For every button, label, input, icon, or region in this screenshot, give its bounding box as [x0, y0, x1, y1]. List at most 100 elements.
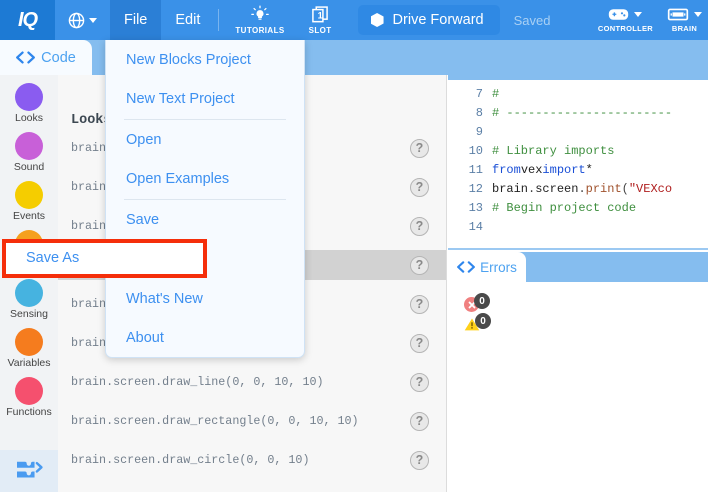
- line-number: 13: [468, 200, 483, 215]
- command-row[interactable]: brain.screen.draw_line(0, 0, 10, 10)?: [58, 367, 447, 397]
- code-line: 8 # -----------------------: [448, 103, 708, 122]
- line-number: 14: [468, 219, 483, 234]
- file-menu-item[interactable]: Open: [106, 120, 304, 160]
- command-text: brain.screen.draw_rectangle(0, 0, 10, 10…: [71, 414, 359, 428]
- sidebar-item-events[interactable]: Events: [0, 181, 58, 222]
- language-selector[interactable]: [55, 0, 110, 40]
- code-token: *: [585, 162, 593, 177]
- file-menu-item[interactable]: Save: [106, 200, 304, 240]
- code-line: 9: [448, 122, 708, 141]
- toolbar-divider-1: [218, 9, 220, 31]
- sidebar-item-functions[interactable]: Functions: [0, 377, 58, 418]
- file-menu-item-label: Save: [126, 211, 160, 228]
- save-as-highlight-box: Save As: [2, 238, 207, 278]
- file-menu-separator: [124, 119, 286, 120]
- hexagon-icon: [370, 13, 384, 27]
- sidebar-item-variables[interactable]: Variables: [0, 328, 58, 369]
- help-icon[interactable]: ?: [410, 255, 429, 275]
- warning-count-text: 0: [475, 313, 491, 329]
- code-token: # Begin project code: [492, 200, 637, 215]
- toolbar-right-group: CONTROLLER BRAIN: [590, 0, 708, 40]
- error-count-badge[interactable]: 0: [464, 293, 490, 312]
- category-dot: [15, 328, 43, 356]
- controller-label: CONTROLLER: [597, 24, 653, 33]
- editor-bottom-divider: [448, 248, 708, 250]
- controller-row: [608, 7, 643, 22]
- brain-button[interactable]: BRAIN: [659, 0, 708, 40]
- sidebar-item-sensing[interactable]: Sensing: [0, 279, 58, 320]
- help-icon[interactable]: ?: [410, 411, 429, 431]
- help-icon[interactable]: ?: [410, 372, 429, 392]
- errors-body: 0 0: [448, 282, 708, 492]
- extensions-button[interactable]: [0, 450, 58, 492]
- file-menu-item-label: New Text Project: [126, 91, 235, 108]
- brain-device-icon: [667, 8, 689, 21]
- code-token: # -----------------------: [492, 105, 673, 120]
- line-number: 12: [468, 181, 483, 196]
- tab-errors[interactable]: Errors: [448, 252, 526, 282]
- tab-errors-label: Errors: [480, 259, 517, 275]
- save-status-text: Saved: [513, 12, 551, 28]
- project-name-text: Drive Forward: [392, 12, 484, 28]
- sidebar-item-label: Variables: [7, 357, 51, 369]
- errors-panel: Errors 0 0: [448, 252, 708, 492]
- controller-button[interactable]: CONTROLLER: [590, 0, 659, 40]
- help-icon[interactable]: ?: [410, 216, 429, 236]
- code-line: 7 #: [448, 84, 708, 103]
- chevron-down-icon: [89, 17, 97, 23]
- code-token: brain: [492, 181, 529, 196]
- code-brackets-icon: [16, 51, 36, 64]
- code-token: #: [492, 86, 500, 101]
- code-line: 10 # Library imports: [448, 141, 708, 160]
- tutorials-button[interactable]: TUTORIALS: [223, 0, 296, 40]
- command-row[interactable]: brain.screen.draw_circle(0, 0, 10)?: [58, 445, 447, 475]
- file-menu-item[interactable]: New Blocks Project: [106, 40, 304, 80]
- help-icon[interactable]: ?: [410, 177, 429, 197]
- file-menu-item[interactable]: Open Examples: [106, 160, 304, 200]
- code-token: print: [585, 181, 622, 196]
- sidebar-item-looks[interactable]: Looks: [0, 83, 58, 124]
- sidebar-item-sound[interactable]: Sound: [0, 132, 58, 173]
- code-line: 12 brain. screen. print("VEXco: [448, 179, 708, 198]
- code-line: 13 # Begin project code: [448, 198, 708, 217]
- project-name-field[interactable]: Drive Forward: [357, 5, 500, 35]
- help-icon[interactable]: ?: [410, 138, 429, 158]
- command-row[interactable]: brain.screen.draw_rectangle(0, 0, 10, 10…: [58, 406, 447, 436]
- warning-count-badge[interactable]: 0: [464, 313, 491, 332]
- code-token: .: [578, 181, 586, 196]
- save-as-highlight-label: Save As: [26, 250, 80, 267]
- file-menu-item-label: Open: [126, 131, 162, 148]
- gamepad-icon: [609, 9, 629, 20]
- code-token: (: [621, 181, 629, 196]
- tab-code[interactable]: Code: [0, 40, 92, 75]
- file-menu-item[interactable]: New Text Project: [106, 80, 304, 120]
- help-icon[interactable]: ?: [410, 450, 429, 470]
- file-menu-item[interactable]: What's New: [106, 279, 304, 319]
- help-icon[interactable]: ?: [410, 294, 429, 314]
- code-editor[interactable]: 7 #8 # ----------------------- 9 10 # Library…: [448, 75, 708, 250]
- menu-file-label: File: [124, 12, 148, 28]
- file-menu-item[interactable]: About: [106, 319, 304, 358]
- file-menu-item-label: Open Examples: [126, 171, 230, 188]
- help-icon[interactable]: ?: [410, 333, 429, 353]
- brain-label: BRAIN: [671, 24, 698, 33]
- tab-code-label: Code: [41, 49, 76, 66]
- sidebar-item-label: Functions: [6, 406, 52, 418]
- menu-edit[interactable]: Edit: [161, 0, 214, 40]
- command-text: brain.screen.draw_circle(0, 0, 10): [71, 453, 310, 467]
- slot-stack-icon: 1: [312, 6, 328, 23]
- command-text: brain.screen.draw_line(0, 0, 10, 10): [71, 375, 324, 389]
- slot-button[interactable]: 1 SLOT: [297, 0, 344, 40]
- editor-top-strip: [448, 75, 708, 80]
- sidebar-item-label: Sound: [13, 161, 45, 173]
- error-count-text: 0: [474, 293, 490, 309]
- palette-title: Looks: [71, 113, 112, 128]
- menu-file[interactable]: File: [110, 0, 162, 40]
- tutorials-label: TUTORIALS: [235, 26, 285, 35]
- category-dot: [15, 181, 43, 209]
- code-token: .: [528, 181, 536, 196]
- vex-iq-logo: IQ: [0, 0, 55, 40]
- sidebar-item-label: Looks: [14, 112, 44, 124]
- slot-label: SLOT: [308, 26, 332, 35]
- category-dot: [15, 83, 43, 111]
